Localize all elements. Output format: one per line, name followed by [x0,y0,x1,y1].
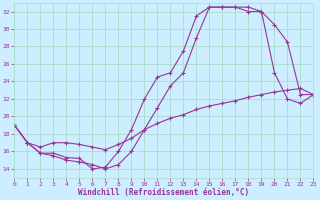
X-axis label: Windchill (Refroidissement éolien,°C): Windchill (Refroidissement éolien,°C) [78,188,250,197]
